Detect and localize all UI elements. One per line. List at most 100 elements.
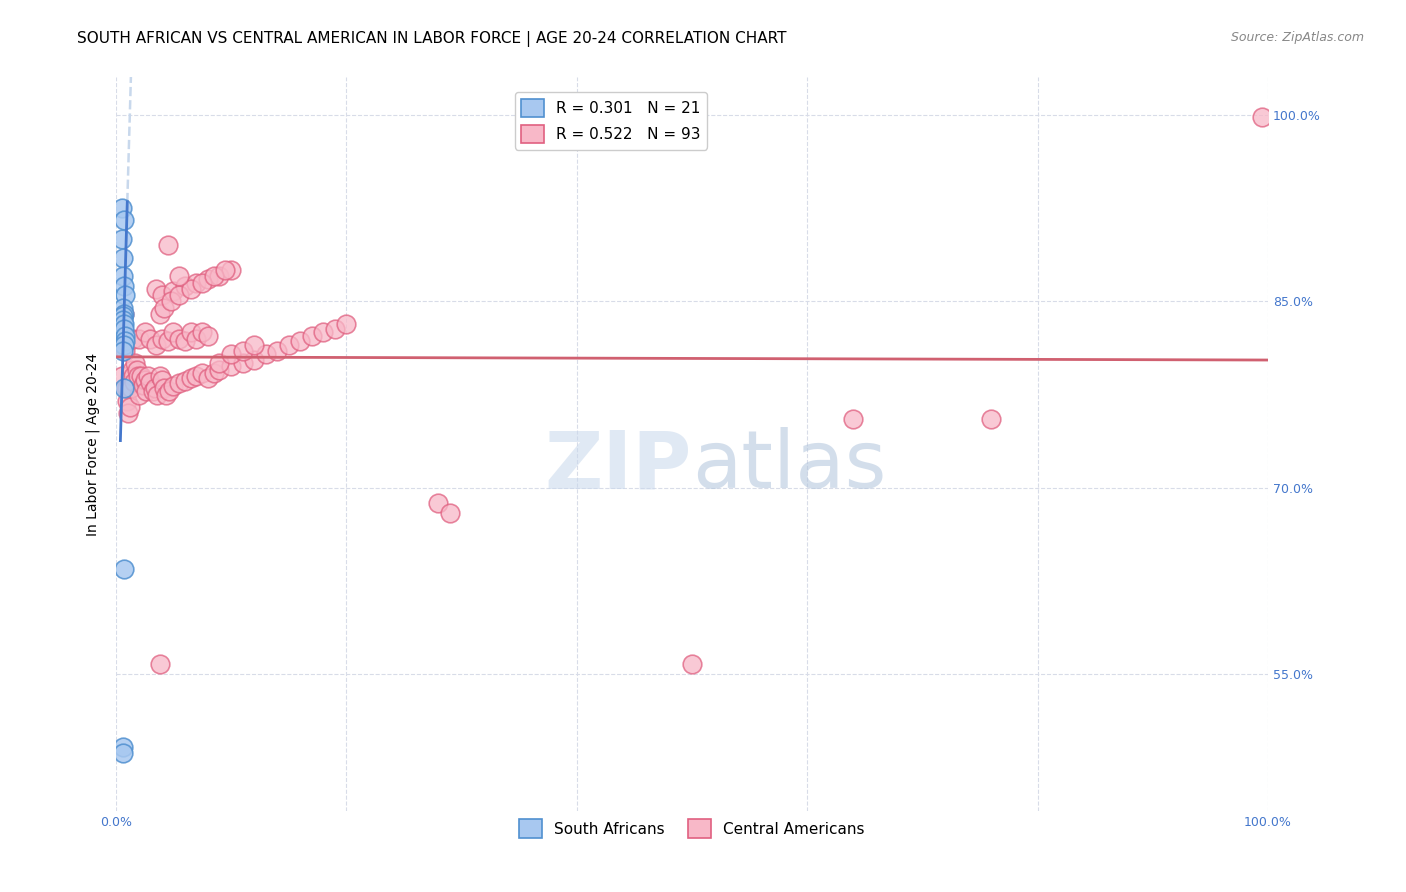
Point: [231, 356, 253, 370]
Point: [111, 739, 134, 754]
Point: [214, 263, 236, 277]
Point: [219, 359, 242, 373]
Point: [167, 332, 190, 346]
Text: Source: ZipAtlas.com: Source: ZipAtlas.com: [1230, 31, 1364, 45]
Point: [111, 313, 134, 327]
Point: [174, 374, 197, 388]
Point: [142, 384, 165, 398]
Point: [118, 400, 141, 414]
Point: [157, 384, 180, 398]
Point: [122, 375, 145, 389]
Point: [134, 373, 156, 387]
Point: [146, 387, 169, 401]
Point: [156, 334, 179, 348]
Point: [174, 334, 197, 348]
Point: [191, 367, 214, 381]
Point: [112, 213, 135, 227]
Point: [219, 263, 242, 277]
Point: [167, 269, 190, 284]
Point: [112, 307, 135, 321]
Point: [219, 346, 242, 360]
Point: [112, 562, 135, 576]
Point: [197, 329, 219, 343]
Text: ZIP: ZIP: [544, 427, 692, 506]
Point: [162, 285, 184, 299]
Point: [143, 381, 166, 395]
Point: [128, 387, 150, 401]
Point: [114, 329, 136, 343]
Point: [148, 657, 170, 672]
Point: [145, 338, 167, 352]
Point: [117, 393, 139, 408]
Point: [121, 362, 143, 376]
Point: [243, 352, 266, 367]
Point: [114, 344, 136, 359]
Point: [145, 282, 167, 296]
Point: [112, 321, 135, 335]
Point: [156, 238, 179, 252]
Point: [186, 276, 208, 290]
Point: [120, 381, 142, 395]
Point: [112, 307, 135, 321]
Point: [191, 326, 214, 340]
Point: [202, 269, 225, 284]
Point: [186, 332, 208, 346]
Point: [132, 377, 155, 392]
Point: [150, 288, 173, 302]
Point: [114, 334, 136, 348]
Point: [208, 269, 231, 284]
Point: [1251, 110, 1274, 124]
Point: [266, 344, 288, 359]
Point: [112, 317, 135, 331]
Point: [134, 326, 156, 340]
Point: [202, 367, 225, 381]
Point: [110, 232, 132, 246]
Point: [427, 496, 450, 510]
Point: [129, 368, 152, 383]
Point: [112, 338, 135, 352]
Point: [312, 326, 335, 340]
Point: [124, 356, 146, 370]
Point: [335, 317, 357, 331]
Legend: South Africans, Central Americans: South Africans, Central Americans: [513, 813, 870, 844]
Point: [155, 387, 177, 401]
Point: [122, 368, 145, 383]
Point: [111, 251, 134, 265]
Point: [111, 301, 134, 315]
Text: atlas: atlas: [692, 427, 886, 506]
Point: [439, 506, 461, 520]
Point: [162, 326, 184, 340]
Point: [112, 279, 135, 293]
Point: [191, 276, 214, 290]
Point: [842, 412, 865, 426]
Point: [139, 375, 162, 389]
Point: [197, 272, 219, 286]
Point: [128, 332, 150, 346]
Point: [208, 356, 231, 370]
Point: [153, 301, 176, 315]
Point: [111, 746, 134, 760]
Point: [208, 362, 231, 376]
Point: [148, 307, 170, 321]
Point: [277, 338, 299, 352]
Point: [301, 329, 323, 343]
Point: [153, 381, 176, 395]
Point: [167, 288, 190, 302]
Point: [110, 368, 132, 383]
Point: [231, 344, 253, 359]
Point: [136, 368, 159, 383]
Point: [167, 376, 190, 391]
Point: [180, 282, 202, 296]
Point: [174, 279, 197, 293]
Point: [180, 371, 202, 385]
Point: [681, 657, 703, 672]
Point: [135, 384, 157, 398]
Point: [254, 346, 277, 360]
Point: [148, 368, 170, 383]
Point: [111, 269, 134, 284]
Point: [111, 310, 134, 324]
Point: [117, 406, 139, 420]
Point: [115, 381, 138, 395]
Point: [117, 381, 139, 395]
Point: [180, 326, 202, 340]
